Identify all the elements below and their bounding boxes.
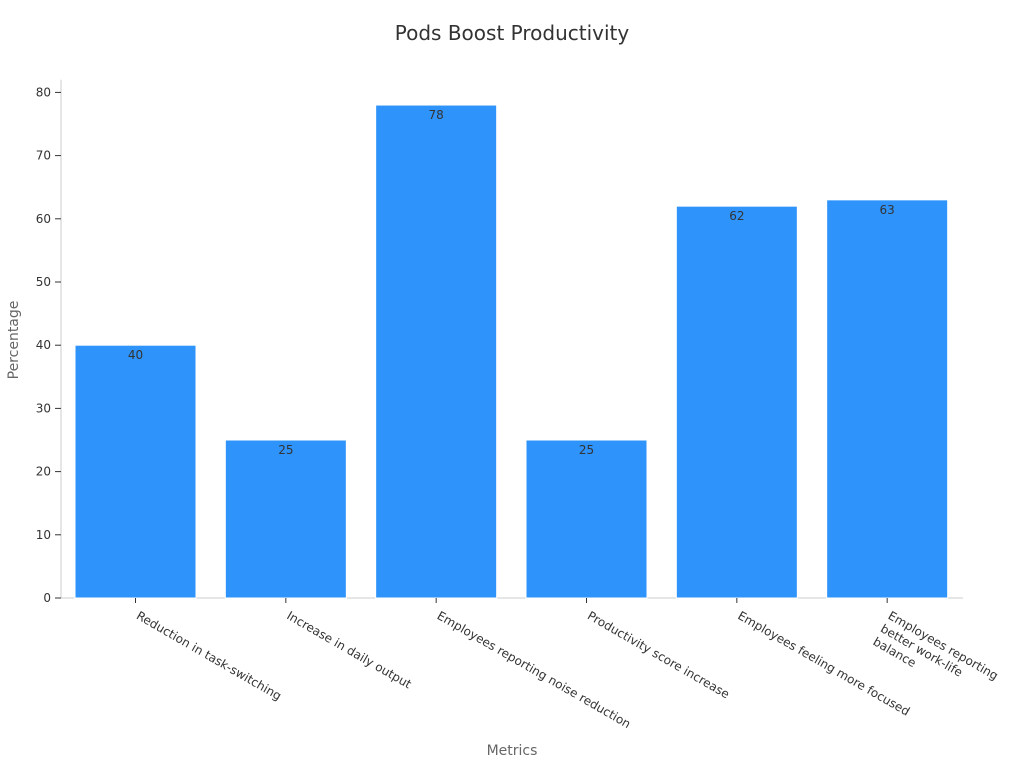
bar: [525, 439, 648, 599]
bar: [224, 439, 347, 599]
x-tick-label-line: Productivity score increase: [585, 608, 732, 701]
bar: [826, 199, 949, 599]
y-tick-label: 60: [36, 212, 51, 226]
x-tick-label-line: Reduction in task-switching: [134, 608, 284, 703]
x-tick-label: Productivity score increase: [585, 608, 732, 701]
x-axis-title: Metrics: [487, 743, 538, 759]
y-tick-label: 0: [43, 591, 51, 605]
y-axis-title: Percentage: [6, 301, 22, 380]
bar: [74, 344, 197, 599]
plot-area: 0 10 20 30 40 50 60 70 80 40 Reduction in task-swi…: [36, 79, 1001, 731]
y-tick-label: 10: [36, 528, 51, 542]
y-tick-label: 80: [36, 85, 51, 99]
x-tick-label: Increase in daily output: [284, 608, 414, 691]
y-tick-label: 70: [36, 149, 51, 163]
data-label: 63: [880, 203, 895, 217]
x-tick-label-line: Increase in daily output: [284, 608, 414, 691]
data-label: 25: [278, 443, 293, 457]
data-label: 25: [579, 443, 594, 457]
y-tick-label: 30: [36, 401, 51, 415]
y-tick-label: 20: [36, 465, 51, 479]
data-label: 40: [128, 348, 143, 362]
data-label: 78: [429, 108, 444, 122]
chart-title: Pods Boost Productivity: [395, 21, 630, 45]
x-tick-label: Reduction in task-switching: [134, 608, 284, 703]
bar: [675, 205, 798, 599]
bar: [375, 104, 498, 599]
data-label: 62: [729, 209, 744, 223]
y-tick-label: 40: [36, 338, 51, 352]
y-tick-label: 50: [36, 275, 51, 289]
